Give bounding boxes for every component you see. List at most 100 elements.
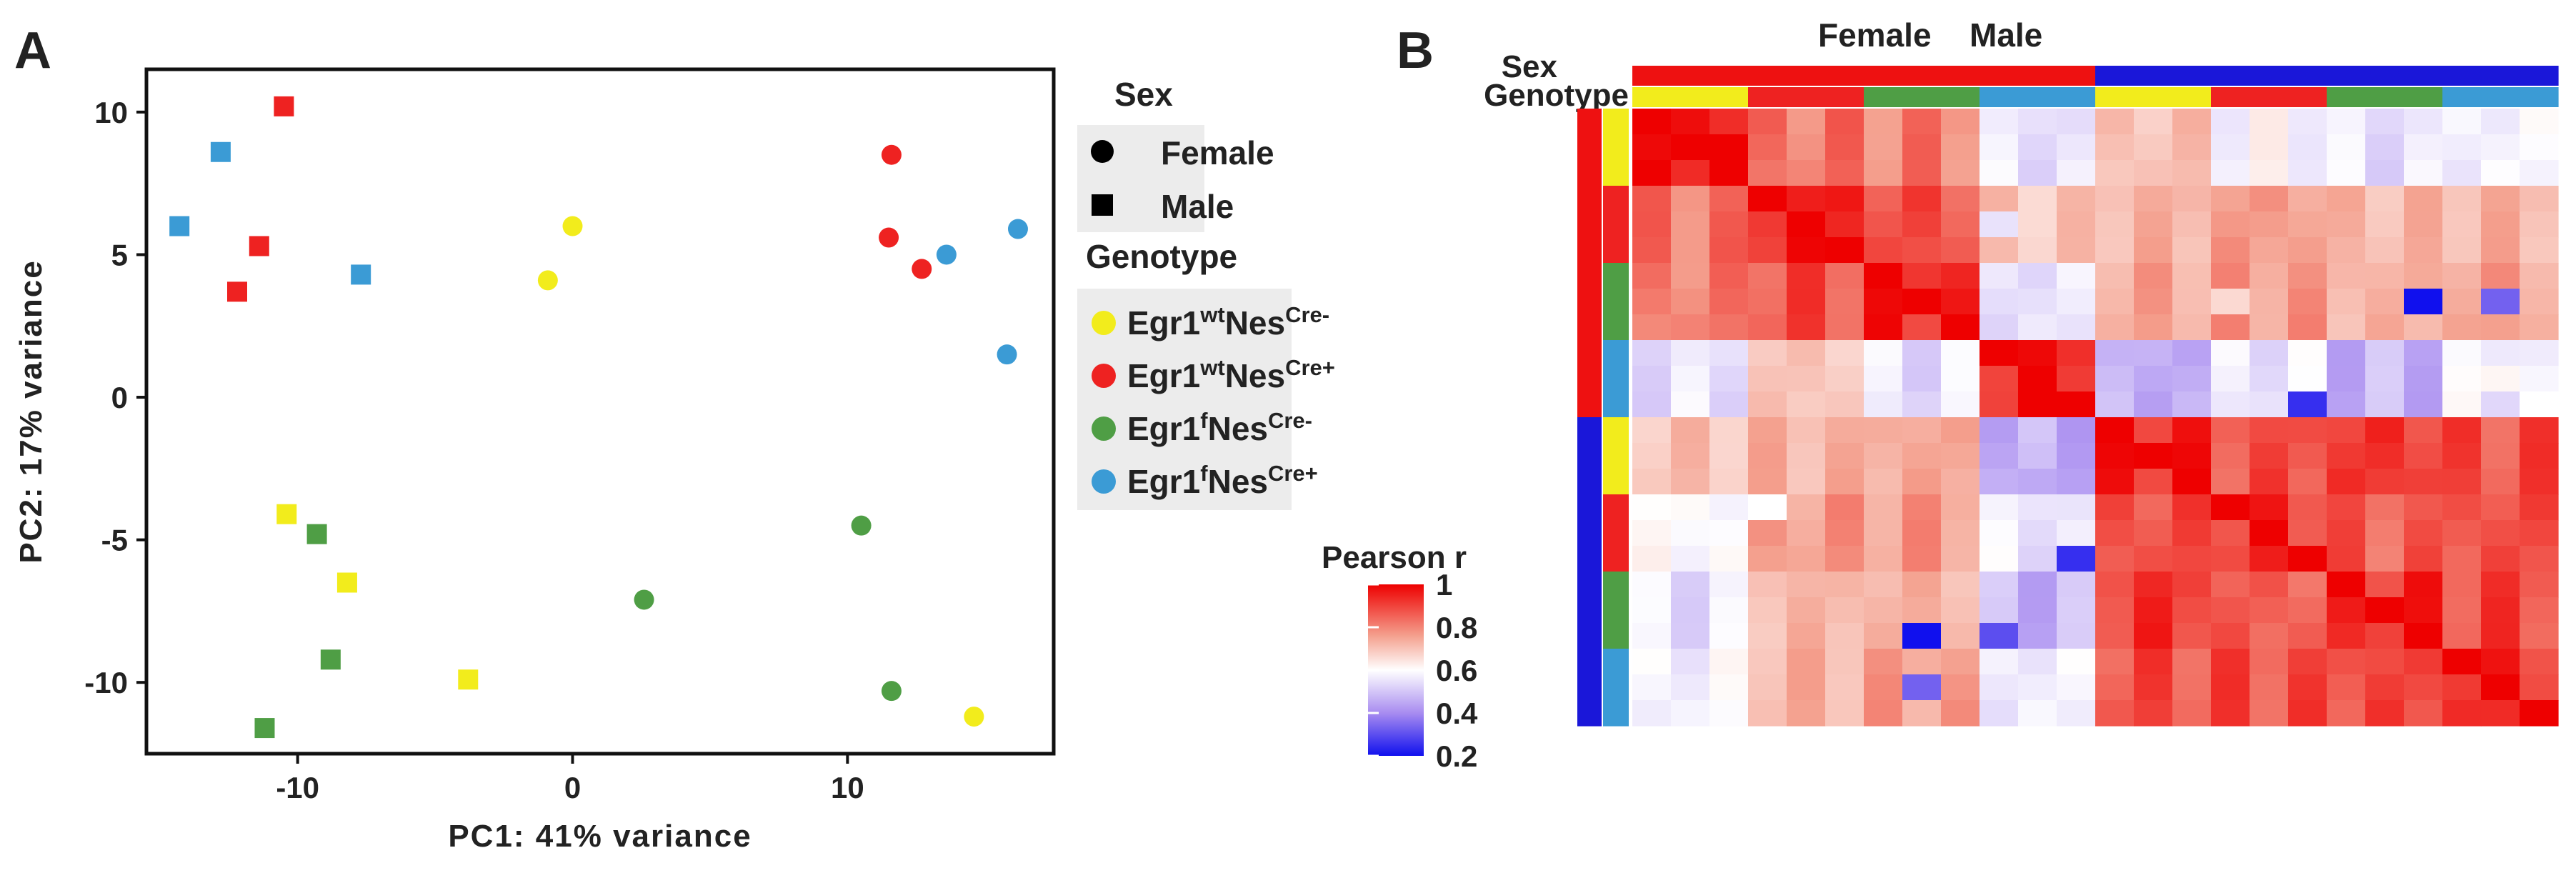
heatmap-cell [2442, 494, 2482, 521]
heatmap-cell [2172, 314, 2212, 341]
heatmap-cell [2172, 674, 2212, 701]
heatmap-cell [2404, 160, 2443, 186]
left-genotype-cell [1603, 237, 1629, 264]
heatmap-cell [2250, 237, 2289, 264]
heatmap-cell [2481, 700, 2520, 727]
heatmap-cell [2018, 494, 2057, 521]
left-sex-bar [1577, 109, 1602, 727]
top-sex-cell [1864, 66, 1903, 86]
heatmap-cell [1709, 546, 1749, 572]
heatmap-cell [1632, 289, 1672, 315]
heatmap-cell [2095, 134, 2135, 161]
heatmap-cell [1864, 391, 1903, 418]
heatmap-cell [2288, 211, 2327, 238]
heatmap-cell [1825, 546, 1864, 572]
heatmap-cell [2095, 340, 2135, 366]
heatmap-cell [2134, 597, 2173, 624]
heatmap-cell [1864, 417, 1903, 444]
heatmap-cell [1941, 417, 1980, 444]
heatmap-cell [1941, 674, 1980, 701]
heatmap-cell [2057, 572, 2096, 598]
heatmap-cell [2172, 520, 2212, 547]
heatmap-cell [2057, 623, 2096, 649]
heatmap-cell [2442, 314, 2482, 341]
heatmap-cell [1671, 366, 1710, 392]
heatmap-cell [1748, 520, 1787, 547]
heatmap-cell [2172, 237, 2212, 264]
heatmap-cell [1787, 134, 1826, 161]
heatmap-cell [2481, 546, 2520, 572]
left-genotype-cell [1603, 494, 1629, 521]
heatmap-cell [2404, 469, 2443, 495]
heatmap-cell [2365, 211, 2405, 238]
heatmap-cell [2365, 134, 2405, 161]
heatmap-cell [1864, 597, 1903, 624]
heatmap-cell [1825, 109, 1864, 135]
heatmap-cell [2018, 623, 2057, 649]
heatmap-cell [1709, 649, 1749, 675]
heatmap-cell [1671, 520, 1710, 547]
heatmap-cell [2442, 443, 2482, 469]
heatmap-cell [2481, 597, 2520, 624]
heatmap-cell [2442, 674, 2482, 701]
heatmap-cell [1941, 289, 1980, 315]
heatmap-cell [2288, 289, 2327, 315]
left-genotype-cell [1603, 211, 1629, 238]
top-genotype-cell [2365, 87, 2405, 107]
heatmap-cell [2520, 469, 2559, 495]
heatmap-cell [1787, 289, 1826, 315]
pca-panel: -10 -5 0 5 10 -10 0 10 PC1: 41% variance PC2: … [14, 67, 1335, 854]
pca-point-female [936, 244, 957, 265]
heatmap-cell [2250, 674, 2289, 701]
pca-point-female [879, 227, 899, 248]
heatmap-cell [2365, 263, 2405, 289]
heatmap-cell [1941, 572, 1980, 598]
heatmap-cell [1748, 623, 1787, 649]
heatmap-cell [2288, 160, 2327, 186]
heatmap-cell [1709, 211, 1749, 238]
heatmap-cell [2134, 314, 2173, 341]
heatmap-cell [1787, 211, 1826, 238]
left-sex-cell [1577, 340, 1602, 366]
heatmap-cell [1864, 263, 1903, 289]
heatmap-cell [2481, 109, 2520, 135]
heatmap-cell [2134, 289, 2173, 315]
left-sex-cell [1577, 237, 1602, 264]
heatmap-cell [2057, 186, 2096, 212]
heatmap-cell [2095, 674, 2135, 701]
heatmap-cell [2404, 109, 2443, 135]
heatmap-cell [2481, 134, 2520, 161]
heatmap-cell [2172, 366, 2212, 392]
heatmap-cell [2018, 520, 2057, 547]
heatmap-cell [1748, 443, 1787, 469]
heatmap-cell [2057, 134, 2096, 161]
heatmap-cell [2442, 391, 2482, 418]
heatmap-cell [1748, 469, 1787, 495]
heatmap-cell [1632, 494, 1672, 521]
top-sex-cell [1980, 66, 2019, 86]
heatmap-cell [2442, 109, 2482, 135]
heatmap-cell [1671, 211, 1710, 238]
heatmap-cell [2134, 134, 2173, 161]
heatmap-cell [2095, 263, 2135, 289]
heatmap-cell [1825, 417, 1864, 444]
heatmap-cell [2442, 186, 2482, 212]
heatmap-cell [1671, 391, 1710, 418]
heatmap-cell [1941, 649, 1980, 675]
heatmap-cell [2327, 237, 2366, 264]
heatmap-cell [2442, 700, 2482, 727]
heatmap-cell [2057, 391, 2096, 418]
heatmap-cell [2404, 391, 2443, 418]
heatmap-cell [2095, 186, 2135, 212]
heatmap-cell [2442, 597, 2482, 624]
heatmap-cell [2327, 109, 2366, 135]
heatmap-cell [2288, 366, 2327, 392]
heatmap-cell [2288, 134, 2327, 161]
heatmap-cell [2211, 572, 2250, 598]
heatmap-cell [2250, 494, 2289, 521]
heatmap-cell [1902, 443, 1942, 469]
heatmap-cell [1825, 366, 1864, 392]
heatmap-cell [1632, 572, 1672, 598]
x-tick-label: 10 [831, 771, 864, 804]
heatmap-cell [2057, 160, 2096, 186]
